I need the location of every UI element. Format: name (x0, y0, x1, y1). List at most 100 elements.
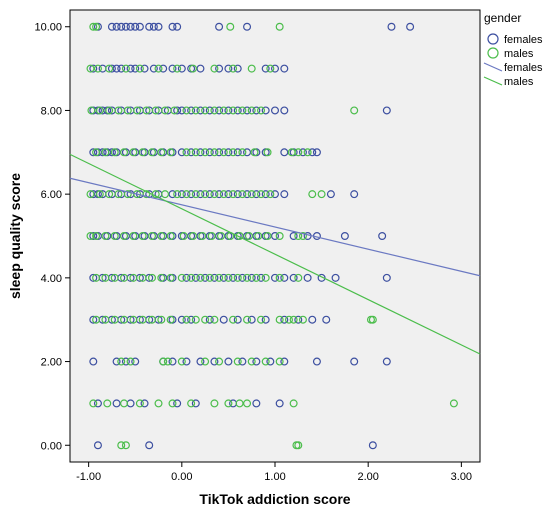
females-point (280, 190, 289, 199)
females-point (238, 273, 247, 282)
females-point (191, 399, 200, 408)
females-point (382, 357, 391, 366)
males-point (294, 148, 303, 157)
males-point (275, 232, 284, 241)
females-point (205, 106, 214, 115)
males-point (275, 22, 284, 31)
males-point (142, 106, 151, 115)
males-point (170, 106, 179, 115)
females-point (280, 64, 289, 73)
males-point (292, 441, 301, 450)
males-point (133, 106, 142, 115)
males-point (275, 273, 284, 282)
males-point (219, 106, 228, 115)
males-point (92, 148, 101, 157)
females-point (89, 232, 98, 241)
females-point (289, 232, 298, 241)
females-point (247, 315, 256, 324)
males-point (129, 315, 138, 324)
females-point (382, 273, 391, 282)
females-point (210, 357, 219, 366)
males-point (114, 106, 123, 115)
females-point (215, 148, 224, 157)
males-point (86, 64, 95, 73)
females-point (280, 315, 289, 324)
females-point (131, 357, 140, 366)
females-point (196, 64, 205, 73)
females-point (89, 357, 98, 366)
females-point (126, 22, 135, 31)
males-point (233, 357, 242, 366)
males-point (87, 106, 96, 115)
females-point (159, 64, 168, 73)
males-point (148, 315, 157, 324)
legend-label: females (504, 62, 543, 74)
males-point (117, 357, 126, 366)
males-point (138, 232, 147, 241)
males-point (166, 232, 175, 241)
females-point (205, 315, 214, 324)
males-point (110, 232, 119, 241)
y-axis-title: sleep quality score (7, 173, 23, 299)
females-point (224, 357, 233, 366)
females-point (280, 148, 289, 157)
x-tick-label: -1.00 (76, 471, 101, 483)
females-point (196, 357, 205, 366)
males-point (275, 357, 284, 366)
females-point (177, 64, 186, 73)
males-point (120, 148, 129, 157)
females-point (145, 22, 154, 31)
females-point (112, 22, 121, 31)
males-point (89, 22, 98, 31)
males-point (120, 232, 129, 241)
males-point (148, 273, 157, 282)
males-point (105, 64, 114, 73)
females-point (406, 22, 415, 31)
females-point (275, 399, 284, 408)
females-point (247, 273, 256, 282)
females-point (243, 148, 252, 157)
females-point (280, 357, 289, 366)
males-point (308, 190, 317, 199)
males-point (179, 232, 188, 241)
males-point (138, 315, 147, 324)
males-point (191, 148, 200, 157)
females-point (303, 273, 312, 282)
males-point (157, 315, 166, 324)
females-point (89, 64, 98, 73)
females-point (187, 148, 196, 157)
males-point (229, 315, 238, 324)
males-point (105, 106, 114, 115)
females-point (252, 357, 261, 366)
females-point (168, 64, 177, 73)
males-point (235, 399, 244, 408)
males-point (191, 315, 200, 324)
males-point (229, 148, 238, 157)
females-point (294, 315, 303, 324)
females-point (252, 106, 261, 115)
males-point (205, 273, 214, 282)
males-point (207, 232, 216, 241)
males-point (126, 357, 135, 366)
males-point (168, 399, 177, 408)
females-point (93, 441, 102, 450)
females-point (149, 22, 158, 31)
males-point (247, 190, 256, 199)
males-point (294, 273, 303, 282)
females-point (261, 190, 270, 199)
males-point (105, 190, 114, 199)
males-point (182, 315, 191, 324)
males-point (133, 190, 142, 199)
females-point (382, 106, 391, 115)
males-point (261, 273, 270, 282)
males-point (289, 399, 298, 408)
males-legend-marker (487, 47, 499, 59)
males-point (101, 315, 110, 324)
females-point (261, 315, 270, 324)
females-point (215, 106, 224, 115)
males-point (229, 64, 238, 73)
males-point (235, 232, 244, 241)
females-point (107, 22, 116, 31)
females-point (233, 315, 242, 324)
